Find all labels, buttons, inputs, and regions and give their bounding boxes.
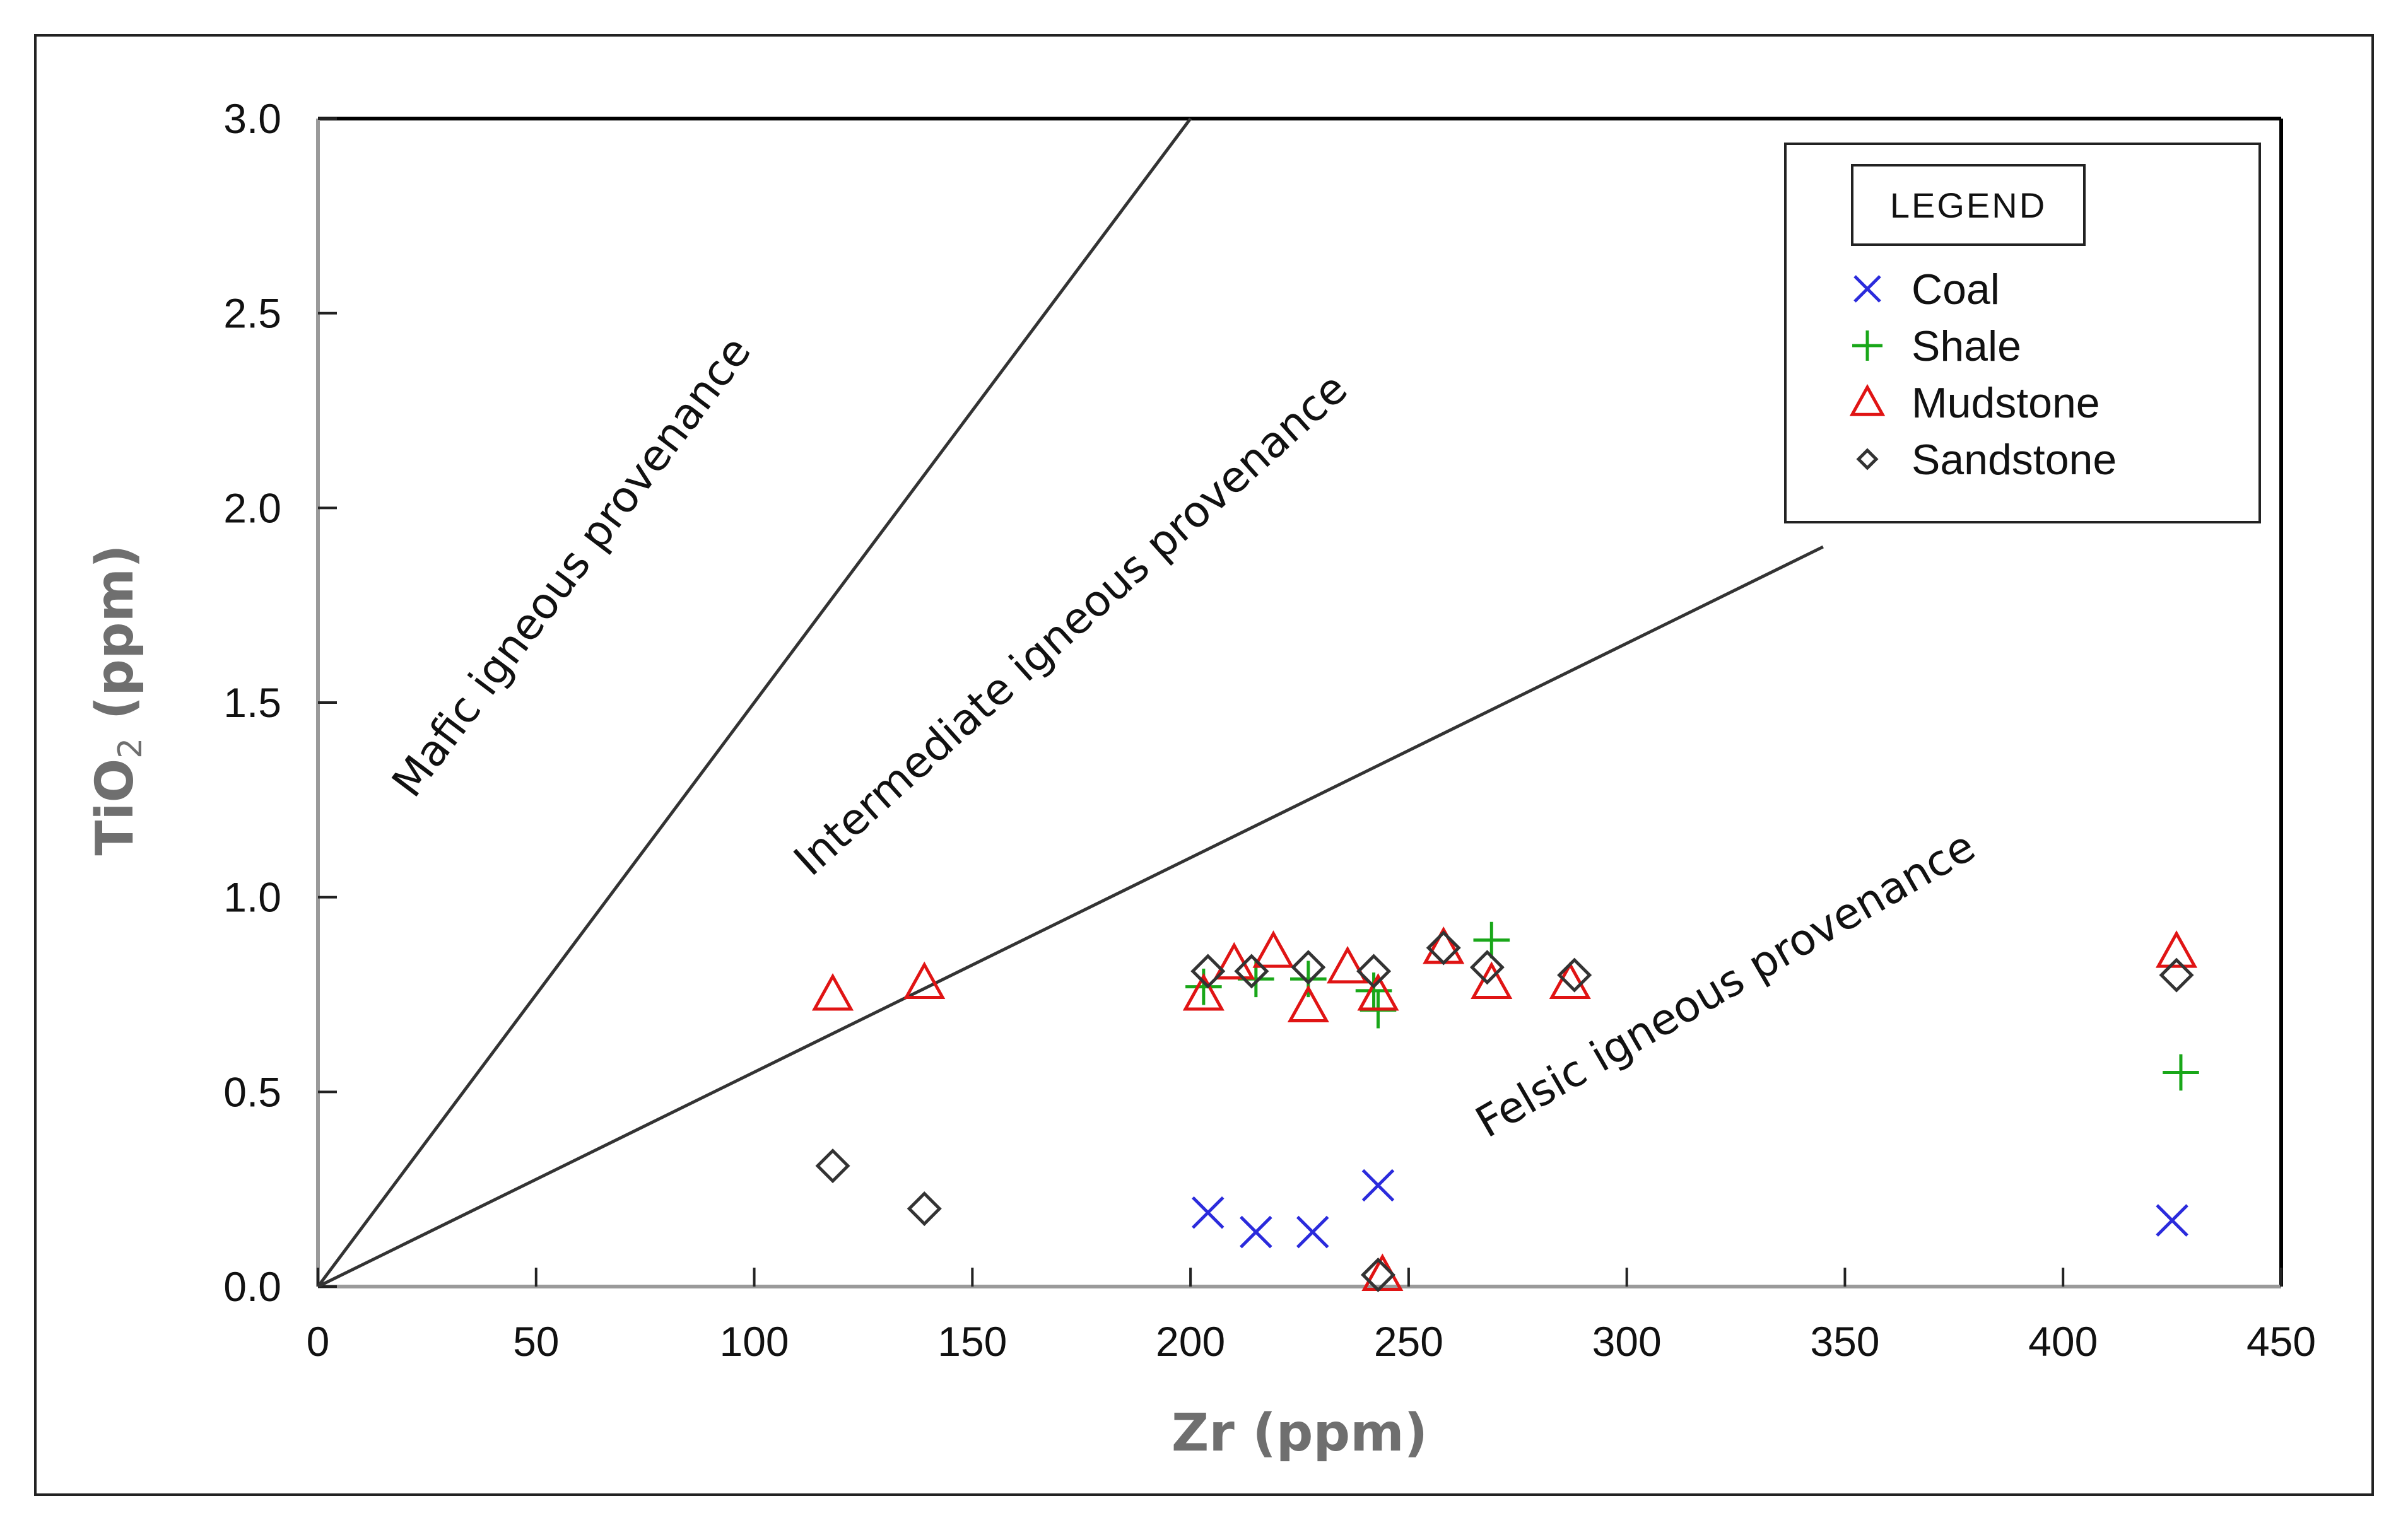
point-coal [1361,1169,1395,1202]
legend: LEGEND Coal Shale Mudstone Sandstone [1784,143,2261,523]
figure-border [34,34,2374,1496]
x-tick-label: 0 [307,1318,330,1365]
data-points [811,921,2199,1293]
legend-title: LEGEND [1890,185,2047,225]
boundary-line [317,545,1824,1288]
point-sandstone [815,1148,850,1184]
boundary-lines [316,117,1824,1288]
y-axis-title: TiO2 (ppm) [85,544,150,855]
point-sandstone [1360,1257,1396,1293]
y-axis-title-unit: (ppm) [85,544,145,737]
y-tick-label: 1.5 [223,679,281,726]
point-sandstone [1426,930,1461,966]
point-mudstone [811,973,854,1011]
point-mudstone [1471,961,1513,1000]
point-sandstone [1469,950,1505,985]
y-tick-label: 0.5 [223,1068,281,1115]
legend-label-sandstone: Sandstone [1912,436,2117,484]
point-coal [1240,1215,1272,1249]
y-tick-label: 1.0 [223,874,281,921]
legend-title-box [1851,164,2086,246]
legend-marker-mudstone [1849,383,1886,416]
y-axis-title-subscript: 2 [112,738,150,759]
x-tick-label: 400 [2028,1318,2098,1365]
point-mudstone [2155,930,2198,968]
x-tick-label: 450 [2246,1318,2316,1365]
point-sandstone [1356,954,1392,989]
point-sandstone [1291,950,1326,985]
region-labels: Mafic igneous provenance Intermediate ign… [383,327,1983,1148]
legend-marker-sandstone [1856,448,1879,470]
x-tick-label: 50 [513,1318,559,1365]
point-mudstone [1287,984,1329,1023]
point-mudstone [1252,930,1295,968]
legend-label-coal: Coal [1912,266,2000,313]
region-label-mafic: Mafic igneous provenance [383,327,761,806]
x-axis-title: Zr (ppm) [1172,1403,1428,1463]
legend-marker-coal [1853,275,1881,303]
point-sandstone [1190,954,1226,989]
point-sandstone [1234,954,1269,989]
legend-marker-shale [1852,330,1882,361]
legend-label-mudstone: Mudstone [1912,379,2100,427]
x-tick-label: 200 [1156,1318,1225,1365]
point-sandstone [1557,957,1592,993]
point-sandstone [2159,957,2194,993]
legend-items: Coal Shale Mudstone Sandstone [1849,266,2117,484]
point-coal [2156,1204,2188,1237]
point-mudstone [903,961,946,1000]
x-tick-label: 150 [937,1318,1007,1365]
y-tick-label: 2.5 [223,290,281,337]
x-tick-label: 100 [719,1318,789,1365]
point-coal [1192,1196,1225,1229]
point-mudstone [1549,961,1591,1000]
point-shale [1473,921,1510,959]
x-tick-label: 300 [1592,1318,1662,1365]
y-tick-label: 0.0 [223,1263,281,1310]
y-tick-label: 2.0 [223,484,281,531]
boundary-line [316,117,1192,1288]
point-sandstone [907,1191,942,1227]
point-mudstone [1327,945,1369,984]
region-label-intermediate: Intermediate igneous provenance [785,364,1357,886]
y-axis-title-main: TiO [85,759,145,856]
point-coal [1296,1215,1329,1249]
point-mudstone [1357,973,1399,1011]
x-tick-label: 250 [1374,1318,1443,1365]
y-tick-label: 3.0 [223,95,281,142]
legend-label-shale: Shale [1912,322,2021,370]
point-mudstone [1213,942,1255,980]
region-label-felsic: Felsic igneous provenance [1467,821,1983,1148]
axis-ticks: 0 50 100 150 200 250 300 350 400 450 0.0 0.5 1.0 1.5 2… [223,95,2316,1365]
x-tick-label: 350 [1810,1318,1879,1365]
point-mudstone [1182,973,1225,1011]
point-shale [2163,1054,2199,1091]
